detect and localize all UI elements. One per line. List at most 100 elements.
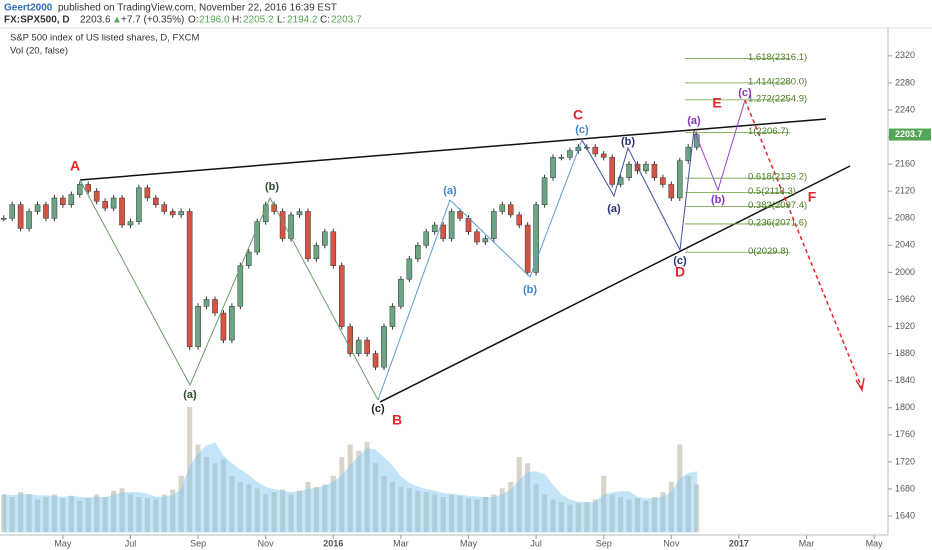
volume-layer — [1, 407, 700, 533]
volume-bar — [9, 497, 15, 532]
wave-label: A — [70, 158, 80, 174]
candle — [9, 204, 15, 219]
volume-bar — [296, 490, 303, 532]
volume-bar — [533, 484, 539, 532]
candle — [609, 157, 615, 185]
y-tick-label: 2280 — [895, 77, 915, 87]
candle — [660, 177, 666, 185]
change: +7.7 (+0.35%) — [121, 15, 184, 26]
wave-label: F — [808, 189, 817, 205]
candle — [600, 153, 607, 158]
candle — [186, 211, 193, 348]
candle — [246, 251, 252, 266]
candle — [643, 163, 649, 172]
volume-bar — [313, 487, 319, 532]
symbol: FX:SPX500, D — [4, 15, 70, 26]
x-tick-label: Sep — [190, 538, 206, 548]
volume-bar — [643, 500, 649, 532]
last: 2203.6 — [80, 15, 111, 26]
candle — [43, 204, 49, 219]
x-tick-label: Jul — [125, 538, 137, 548]
volume-bar — [558, 502, 564, 532]
volume-bar — [601, 475, 607, 532]
candle — [499, 204, 506, 212]
volume-bar — [389, 482, 395, 532]
candle — [347, 326, 353, 354]
wave-label: B — [392, 412, 402, 428]
volume-bar — [26, 494, 32, 532]
projection-arrow — [855, 377, 865, 393]
volume-bar — [170, 489, 176, 532]
wave-label: (c) — [575, 124, 589, 136]
volume-bar — [626, 499, 632, 532]
y-tick-label: 2080 — [895, 213, 915, 223]
y-tick-label: 2160 — [895, 158, 915, 168]
volume-bar — [364, 442, 370, 532]
chart-title: S&P 500 index of US listed shares, D, FX… — [10, 33, 199, 44]
volume-bar — [85, 498, 91, 532]
x-tick-label: Mar — [393, 538, 409, 548]
candle — [195, 305, 201, 348]
projection-line — [744, 99, 863, 389]
close-label: C: — [320, 15, 330, 26]
candle — [169, 211, 176, 216]
candle — [626, 163, 632, 178]
volume-bar — [237, 482, 243, 532]
volume-bar — [322, 484, 328, 532]
fib-label: 0.5(2118.3) — [748, 186, 796, 197]
volume-bar — [449, 494, 455, 532]
y-tick-label: 1800 — [895, 402, 915, 412]
volume-bar — [254, 488, 260, 532]
trend-line — [379, 165, 851, 403]
wave-lines — [79, 99, 865, 403]
volume-bar — [525, 463, 531, 532]
volume-bar — [677, 444, 683, 532]
candle — [102, 201, 108, 209]
volume-bar — [119, 488, 125, 532]
volume-bar — [161, 494, 167, 532]
published: published on TradingView.com, November 2… — [58, 3, 337, 14]
wave-label: (b) — [265, 181, 279, 193]
volume-bar — [474, 499, 480, 532]
volume-bar — [60, 498, 66, 532]
candle — [533, 204, 539, 273]
volume-bar — [482, 497, 488, 532]
user[interactable]: Geert2000 — [4, 3, 53, 14]
candle — [279, 211, 286, 239]
candle — [431, 224, 438, 233]
candle — [355, 339, 362, 354]
candle — [93, 190, 100, 202]
wave-label: C — [573, 107, 583, 123]
last-price-tag — [889, 128, 931, 141]
volume-bar — [618, 497, 624, 532]
candle — [541, 177, 548, 205]
wave-label: (b) — [711, 194, 725, 206]
volume-bar — [330, 475, 336, 532]
volume-bar — [77, 500, 83, 532]
candle — [110, 197, 117, 209]
y-tick-label: 1840 — [895, 375, 915, 385]
candle — [212, 299, 218, 314]
x-tick-label: May — [54, 538, 72, 548]
volume-bar — [685, 475, 691, 532]
volume-bar — [246, 484, 252, 532]
volume-bar — [406, 488, 412, 532]
volume-bar — [347, 444, 353, 532]
candle — [389, 305, 396, 327]
volume-bar — [271, 492, 277, 532]
candle — [668, 184, 675, 199]
wave-label: (a) — [687, 115, 701, 127]
x-tick-label: 2016 — [323, 538, 343, 548]
candle — [178, 211, 184, 216]
candle — [364, 339, 370, 354]
open-label: O: — [188, 15, 199, 26]
volume-bar — [373, 463, 379, 532]
candle — [592, 146, 599, 155]
volume-bar — [398, 487, 404, 532]
candle — [153, 197, 159, 205]
open: 2196.0 — [199, 15, 230, 26]
volume-bar — [651, 497, 657, 532]
volume-bar — [668, 482, 674, 532]
high-label: H: — [232, 15, 242, 26]
